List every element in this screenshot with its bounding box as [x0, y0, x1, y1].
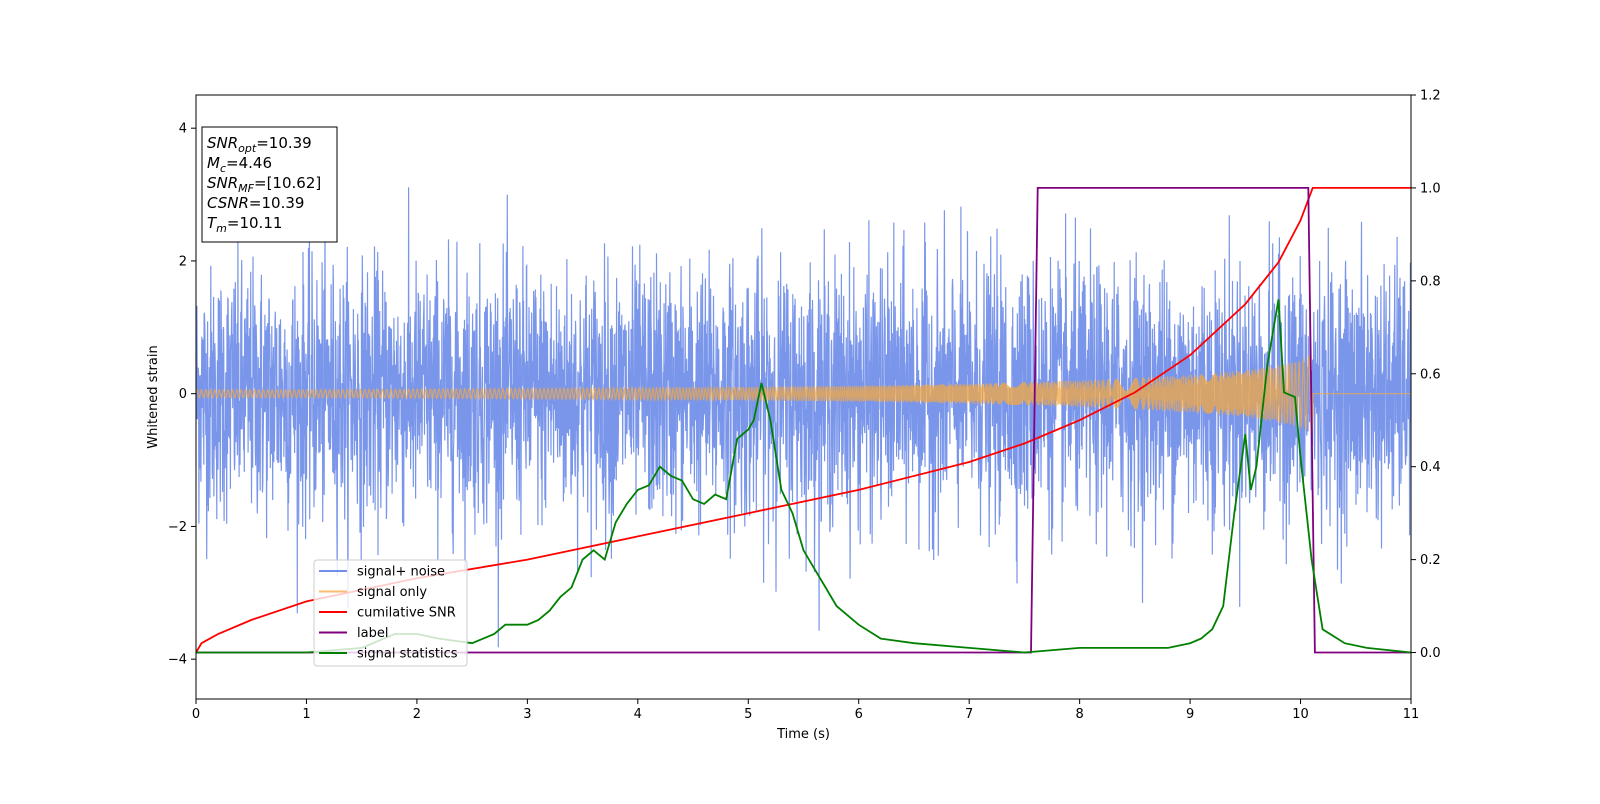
y-axis-left: −4 −2 0 2 4 — [168, 122, 196, 668]
y2-tick-label: 1.2 — [1420, 89, 1441, 104]
series-line-signal-only — [196, 355, 1411, 435]
x-axis-label: Time (s) — [776, 727, 830, 742]
series-line-cumilative-snr — [196, 187, 1411, 653]
legend-entry-label: signal only — [357, 585, 427, 600]
y2-tick-label: 0.4 — [1420, 460, 1441, 475]
x-tick-label: 5 — [744, 707, 752, 722]
y2-tick-label: 0.8 — [1420, 274, 1441, 289]
x-tick-label: 4 — [634, 707, 642, 722]
y2-tick-label: 1.0 — [1420, 181, 1441, 196]
y-tick-label: −2 — [168, 520, 187, 535]
x-tick-label: 2 — [413, 707, 421, 722]
annotation-line: CSNR=10.39 — [207, 194, 304, 212]
x-tick-label: 8 — [1075, 707, 1083, 722]
stats-annotation-box: SNRopt=10.39Mc=4.46SNRMF=[10.62]CSNR=10.… — [201, 126, 338, 243]
x-tick-label: 10 — [1292, 707, 1309, 722]
series-layer — [196, 187, 1411, 654]
legend-entry-label: label — [357, 626, 388, 641]
y2-tick-label: 0.0 — [1420, 646, 1441, 661]
series-line-label — [196, 187, 1411, 654]
x-tick-label: 0 — [192, 707, 200, 722]
y-tick-label: 2 — [179, 254, 187, 269]
x-tick-label: 11 — [1403, 707, 1420, 722]
legend: signal+ noise signal only cumilative SNR la… — [313, 559, 468, 667]
y2-tick-label: 0.2 — [1420, 553, 1441, 568]
annotation-line: Mc=4.46 — [207, 154, 272, 175]
plot-frame — [195, 94, 1412, 700]
y-tick-label: 0 — [179, 387, 187, 402]
y-tick-label: 4 — [179, 122, 187, 137]
y2-tick-label: 0.6 — [1420, 367, 1441, 382]
annotation-line: Tm=10.11 — [207, 214, 282, 235]
annotation-line: SNRMF=[10.62] — [207, 174, 321, 195]
y-tick-label: −4 — [168, 653, 187, 668]
x-axis: 0 1 2 3 4 5 6 7 8 9 10 11 — [192, 699, 1419, 722]
y-axis-label: Whitened strain — [146, 345, 161, 448]
x-tick-label: 9 — [1186, 707, 1194, 722]
x-tick-label: 7 — [965, 707, 973, 722]
x-tick-label: 1 — [302, 707, 310, 722]
annotation-frame — [201, 126, 338, 243]
legend-entry-label: signal+ noise — [357, 565, 445, 580]
legend-frame — [313, 559, 468, 667]
x-tick-label: 6 — [855, 707, 863, 722]
x-tick-label: 3 — [523, 707, 531, 722]
annotation-line: SNRopt=10.39 — [207, 134, 312, 155]
legend-entry-label: signal statistics — [357, 647, 458, 662]
series-line-signal-statistics — [196, 299, 1411, 654]
y-axis-right: 0.0 0.2 0.4 0.6 0.8 1.0 1.2 — [1411, 89, 1441, 661]
legend-entry-label: cumilative SNR — [357, 606, 456, 621]
